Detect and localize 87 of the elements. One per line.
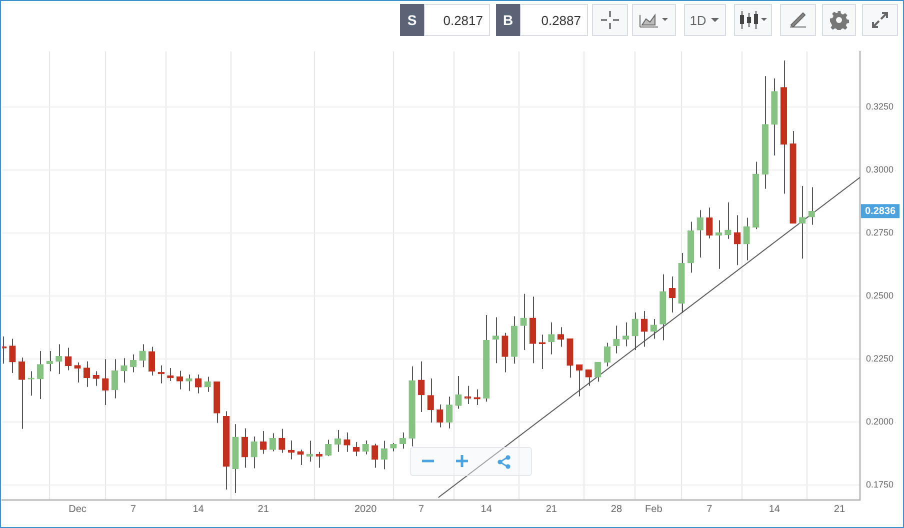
candlestick	[632, 312, 638, 351]
candlestick	[352, 442, 360, 457]
candlestick	[28, 370, 34, 396]
x-tick-label: 21	[546, 504, 558, 515]
candlestick	[46, 350, 53, 372]
y-tick-label: 0.2750	[866, 227, 894, 238]
x-tick-label: 21	[258, 504, 270, 515]
candlestick	[362, 440, 369, 455]
y-tick-label: 0.1750	[866, 479, 894, 490]
x-tick-label: 14	[480, 504, 492, 515]
x-tick-label: 14	[768, 504, 780, 515]
x-tick-label: 14	[192, 504, 204, 515]
y-tick-label: 0.3000	[866, 164, 894, 174]
candlestick	[724, 202, 732, 240]
candlestick	[808, 186, 815, 226]
candlestick	[372, 443, 378, 468]
text: 1D	[690, 12, 706, 28]
candlestick	[74, 362, 81, 384]
y-tick-label: 0.2500	[866, 290, 894, 300]
candlestick	[325, 439, 332, 457]
candlestick	[418, 360, 425, 413]
candlestick	[380, 440, 388, 470]
candlestick	[399, 432, 406, 450]
candlestick	[120, 358, 128, 384]
candlestick	[641, 310, 648, 348]
text: 0.2887	[541, 12, 581, 28]
candlestick	[344, 432, 350, 452]
candlestick	[427, 378, 434, 424]
candlestick	[706, 207, 713, 239]
candlestick	[502, 332, 508, 373]
y-tick-label: 0.2250	[866, 353, 894, 364]
candlestick	[576, 364, 583, 397]
candlestick	[64, 347, 72, 371]
x-tick-label: 2020	[354, 504, 378, 515]
text: 0.2817	[443, 12, 483, 28]
candlestick	[334, 429, 342, 452]
candlestick	[269, 432, 276, 452]
candlestick	[668, 276, 676, 313]
candlestick	[622, 322, 630, 347]
candlestick	[18, 357, 26, 430]
candlestick	[604, 342, 610, 367]
candlestick	[557, 326, 564, 348]
candlestick	[83, 360, 90, 388]
candlestick	[260, 430, 267, 454]
candlestick	[139, 344, 146, 368]
candlestick	[464, 385, 472, 404]
candlestick	[148, 346, 156, 376]
candlestick	[455, 376, 462, 410]
candlestick	[250, 436, 258, 469]
candlestick	[186, 374, 192, 392]
candlestick	[743, 217, 750, 261]
candlestick	[111, 358, 118, 399]
candlestick	[585, 369, 592, 386]
candlestick	[241, 428, 248, 468]
y-tick-label: 0.2000	[866, 416, 894, 426]
x-tick-label: 7	[706, 504, 713, 515]
candlestick	[194, 374, 202, 394]
candlestick	[204, 376, 211, 392]
candlestick	[102, 358, 109, 406]
candlestick	[446, 396, 453, 429]
text: B	[502, 12, 514, 28]
text: S	[407, 12, 417, 28]
candlestick	[492, 316, 499, 364]
candlestick	[436, 404, 444, 428]
annotation: 0.2836	[865, 206, 896, 217]
x-tick-label: 28	[610, 504, 622, 515]
candlestick	[130, 354, 137, 373]
x-tick-label: 7	[418, 504, 425, 515]
candlestick	[176, 370, 184, 390]
candlestick	[520, 293, 527, 351]
x-tick-label: 21	[834, 504, 846, 515]
candlestick	[158, 364, 164, 384]
y-tick-label: 0.3250	[866, 101, 894, 112]
candlestick	[278, 428, 286, 454]
candlestick	[9, 338, 16, 374]
candlestick	[56, 344, 62, 374]
candlestick	[92, 370, 100, 386]
candlestick	[734, 214, 741, 266]
candlestick	[798, 185, 806, 260]
candlestick	[548, 322, 555, 355]
candlestick	[37, 350, 44, 400]
x-tick-label: Dec	[68, 504, 86, 515]
candlestick	[594, 362, 602, 382]
candlestick	[613, 325, 620, 354]
candlestick	[696, 210, 704, 258]
x-tick-label: Feb	[645, 504, 663, 515]
x-tick-label: 7	[130, 504, 136, 515]
